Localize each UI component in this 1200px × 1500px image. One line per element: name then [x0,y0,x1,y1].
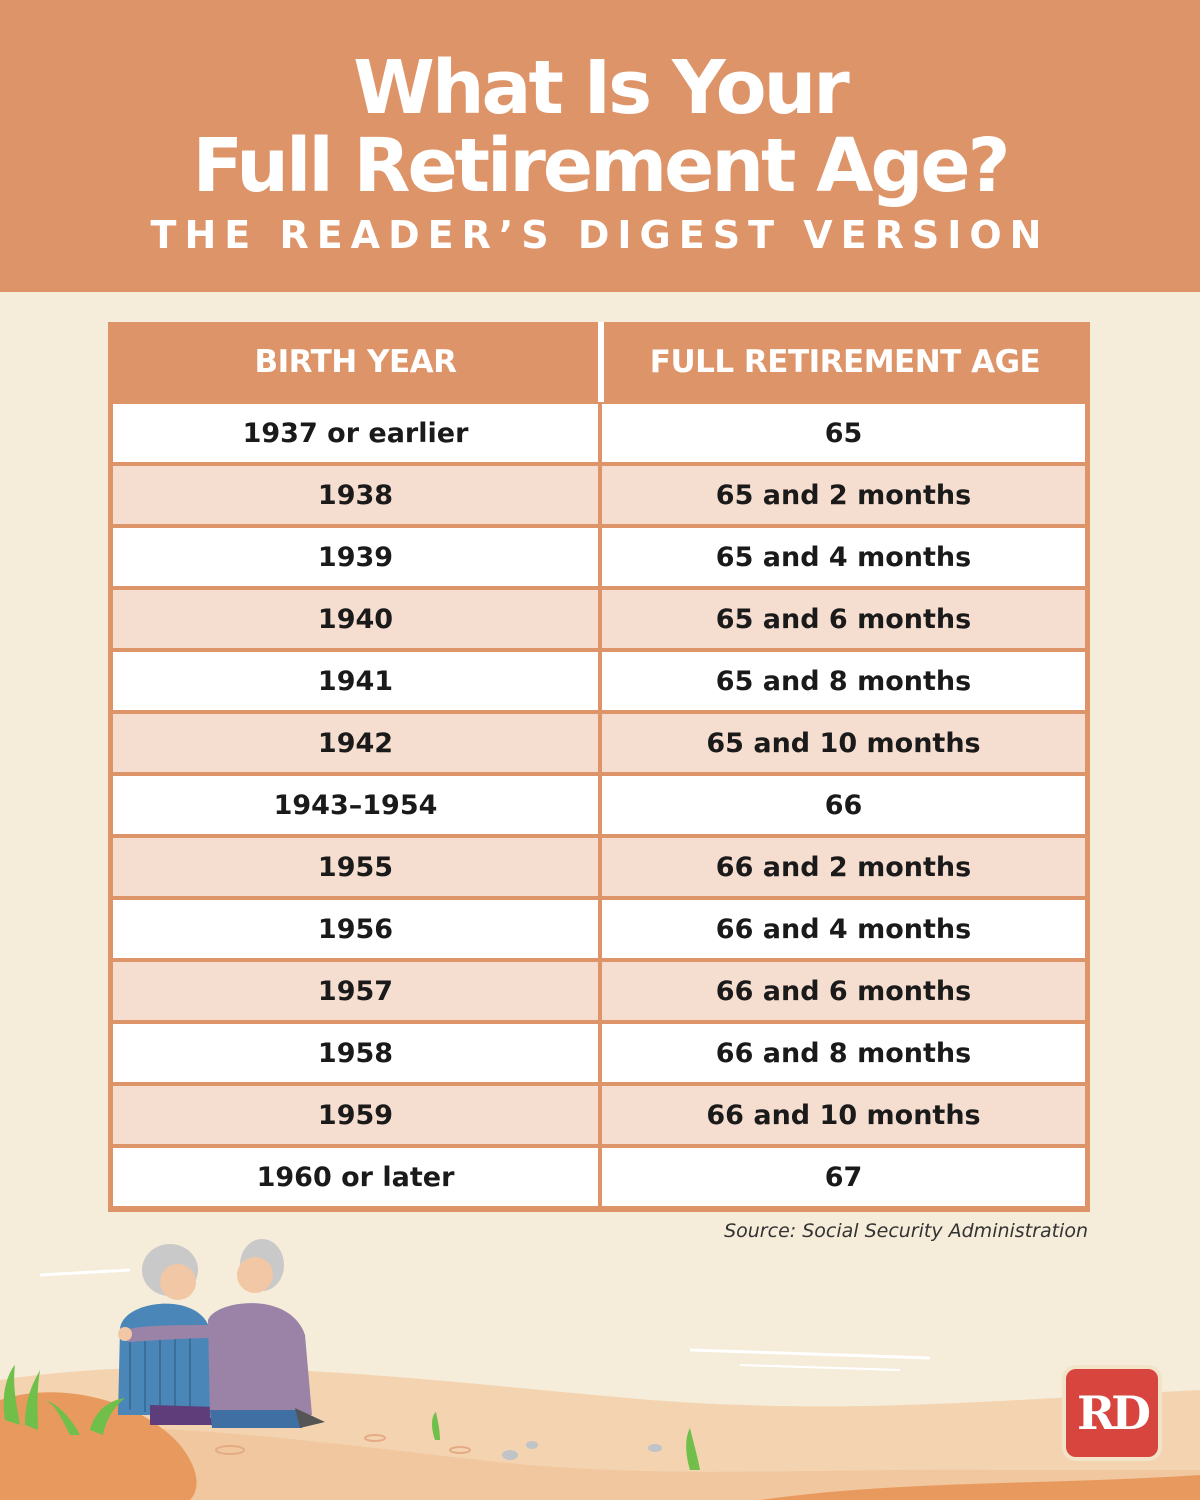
retirement-age-cell: 65 and 8 months [602,652,1085,710]
page-subtitle: THE READER’S DIGEST VERSION [150,213,1050,257]
column-header-birth-year: BIRTH YEAR [254,344,457,380]
grass-sprout [432,1412,440,1440]
couple-illustration [0,1239,1200,1500]
birth-year-cell: 1958 [113,1024,598,1082]
retirement-age-cell: 65 and 2 months [602,466,1085,524]
header-banner: What Is Your Full Retirement Age? THE RE… [0,0,1200,292]
table-row: 1943–1954 66 [108,776,1090,834]
page-title-line2: Full Retirement Age? [192,123,1010,209]
man-figure [118,1239,325,1428]
table-row: 1938 65 and 2 months [108,466,1090,524]
retirement-age-cell: 65 and 4 months [602,528,1085,586]
retirement-age-table: BIRTH YEAR FULL RETIREMENT AGE 1937 or e… [108,322,1090,1212]
birth-year-cell: 1955 [113,838,598,896]
rd-logo: RD [1062,1365,1162,1461]
table-row: 1957 66 and 6 months [108,962,1090,1020]
table-row: 1956 66 and 4 months [108,900,1090,958]
column-header-retirement-age: FULL RETIREMENT AGE [649,344,1041,380]
table-row: 1960 or later 67 [108,1148,1090,1206]
birth-year-cell: 1942 [113,714,598,772]
sand-hill-front [0,1427,1200,1500]
table-row: 1937 or earlier 65 [108,404,1090,462]
birth-year-cell: 1957 [113,962,598,1020]
page-title-line1: What Is Your [353,45,850,131]
birth-year-cell: 1941 [113,652,598,710]
retirement-age-cell: 66 and 4 months [602,900,1085,958]
birth-year-cell: 1939 [113,528,598,586]
grass-sprout [686,1428,700,1470]
retirement-age-cell: 66 [602,776,1085,834]
birth-year-cell: 1938 [113,466,598,524]
table-header: BIRTH YEAR FULL RETIREMENT AGE [108,322,1090,402]
table-row: 1942 65 and 10 months [108,714,1090,772]
birth-year-cell: 1937 or earlier [113,404,598,462]
orange-mound-front [760,1475,1200,1500]
table-row: 1958 66 and 8 months [108,1024,1090,1082]
source-note: Source: Social Security Administration [724,1220,1088,1242]
birth-year-cell: 1943–1954 [113,776,598,834]
retirement-age-cell: 65 and 6 months [602,590,1085,648]
table-row: 1940 65 and 6 months [108,590,1090,648]
retirement-age-cell: 66 and 2 months [602,838,1085,896]
birth-year-cell: 1940 [113,590,598,648]
birth-year-cell: 1956 [113,900,598,958]
retirement-age-cell: 66 and 8 months [602,1024,1085,1082]
header-divider [598,322,604,402]
retirement-age-cell: 66 and 10 months [602,1086,1085,1144]
orange-mound [0,1392,197,1500]
table-row: 1941 65 and 8 months [108,652,1090,710]
retirement-age-cell: 65 and 10 months [602,714,1085,772]
birth-year-cell: 1959 [113,1086,598,1144]
retirement-age-cell: 67 [602,1148,1085,1206]
retirement-age-cell: 66 and 6 months [602,962,1085,1020]
table-row: 1955 66 and 2 months [108,838,1090,896]
birth-year-cell: 1960 or later [113,1148,598,1206]
table-row: 1939 65 and 4 months [108,528,1090,586]
grass-left [3,1365,125,1435]
table-row: 1959 66 and 10 months [108,1086,1090,1144]
retirement-age-cell: 65 [602,404,1085,462]
